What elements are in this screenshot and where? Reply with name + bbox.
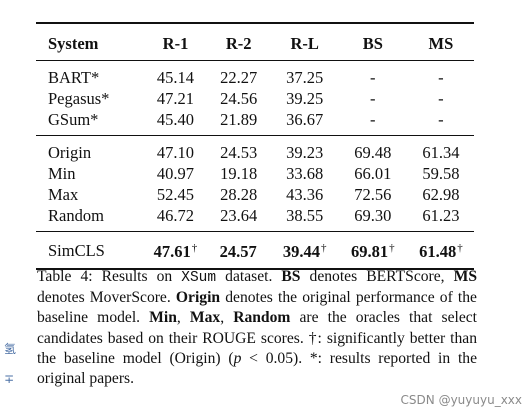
caption-term-origin: Origin — [175, 289, 221, 307]
cell-rl: 36.67 — [271, 109, 338, 136]
cell-value: 39.44 — [282, 242, 321, 261]
cell-system: BART* — [48, 68, 100, 87]
table-row: GSum* 45.40 21.89 36.67 - - — [36, 109, 474, 136]
caption-text: < 0.05). *: results reported in the orig… — [37, 349, 478, 388]
caption-term-ms: MS — [453, 268, 477, 285]
cell-rl: 38.55 — [271, 205, 338, 232]
cell-ms: 59.58 — [422, 164, 460, 183]
cell-rl: 39.25 — [286, 89, 324, 108]
cell-bs: 66.01 — [354, 164, 392, 183]
cell-rl: 33.68 — [286, 164, 324, 183]
header-ms: MS — [428, 33, 454, 53]
cell-value: 47.61 — [153, 242, 191, 261]
cell-r1: 52.45 — [156, 185, 195, 204]
caption-term-max: Max — [189, 309, 221, 327]
cell-r2: 24.56 — [220, 89, 258, 108]
cell-r1: 40.97 — [156, 164, 195, 183]
header-r2: R-2 — [225, 33, 252, 53]
header-row: System R-1 R-2 R-L BS MS — [36, 23, 474, 61]
caption-text: , — [176, 309, 190, 327]
cell-r1: 45.40 — [145, 109, 206, 136]
caption-text: dataset. — [216, 268, 282, 285]
cell-bs: 69.48 — [354, 143, 392, 162]
header-system: System — [48, 33, 99, 53]
cell-system: Origin — [48, 143, 92, 162]
table-row: Min 40.97 19.18 33.68 66.01 59.58 — [36, 163, 474, 184]
cell-rl: 39.23 — [286, 143, 324, 162]
cell-r1: 45.14 — [156, 68, 195, 87]
cell-system: Min — [48, 164, 76, 183]
cell-rl: 39.44† — [271, 231, 338, 270]
cell-r1: 47.21 — [156, 89, 195, 108]
cell-value: 24.57 — [219, 242, 257, 261]
header-r1: R-1 — [162, 33, 189, 53]
cell-value: 61.48 — [419, 242, 457, 261]
dagger-mark: † — [321, 242, 327, 254]
table-row: Origin 47.10 24.53 39.23 69.48 61.34 — [36, 136, 474, 164]
cell-ms: 62.98 — [422, 185, 460, 204]
cell-bs: 72.56 — [354, 185, 392, 204]
cell-ms: - — [438, 89, 444, 108]
dagger-mark: † — [389, 242, 395, 254]
cell-bs: 69.81† — [337, 231, 408, 270]
cell-bs: - — [370, 68, 376, 87]
cell-system: Random — [36, 205, 146, 232]
simcls-row: SimCLS 47.61† 24.57 39.44† 69.81† 61.48† — [36, 231, 474, 270]
caption-text: Table 4: Results on — [37, 268, 182, 285]
cell-r2: 22.27 — [220, 68, 258, 87]
cell-ms: - — [407, 109, 474, 136]
caption-term-random: Random — [233, 309, 291, 327]
table-row: BART* 45.14 22.27 37.25 - - — [36, 61, 474, 89]
cell-r2: 24.53 — [220, 143, 258, 162]
cell-rl: 43.36 — [286, 185, 324, 204]
caption-text: denotes BERTScore, — [300, 268, 454, 285]
cell-ms: 61.34 — [422, 143, 460, 162]
caption-dataset-name: XSum — [181, 270, 217, 286]
cell-value: 69.81 — [350, 242, 389, 261]
cell-r1: 47.61† — [145, 231, 206, 270]
cell-system: GSum* — [36, 109, 146, 136]
cell-ms: 61.23 — [407, 205, 474, 232]
header-bs: BS — [362, 33, 383, 53]
table-row: Random 46.72 23.64 38.55 69.30 61.23 — [36, 205, 474, 232]
dagger-mark: † — [191, 242, 198, 254]
cell-system: Pegasus* — [48, 89, 110, 108]
caption-term-min: Min — [149, 309, 177, 327]
cell-system: Max — [48, 185, 79, 204]
cell-r2: 19.18 — [220, 164, 258, 183]
header-rl: R-L — [290, 33, 319, 53]
cell-system: SimCLS — [36, 231, 146, 270]
dagger-mark: † — [457, 242, 463, 254]
side-glyph: 氢 — [4, 342, 17, 356]
table-row: Pegasus* 47.21 24.56 39.25 - - — [36, 88, 474, 109]
caption-term-bs: BS — [281, 268, 301, 285]
caption-text: denotes MoverScore. — [37, 289, 176, 307]
cell-r2: 24.57 — [205, 231, 272, 270]
cell-r1: 46.72 — [145, 205, 206, 232]
results-table: System R-1 R-2 R-L BS MS BART* 45.14 22.… — [36, 22, 474, 270]
table-caption: Table 4: Results on XSum dataset. BS den… — [37, 267, 477, 389]
watermark: CSDN @yuyuyu_xxx — [400, 393, 522, 407]
caption-text: are the oracles that select candidates b… — [37, 309, 477, 367]
cell-bs: - — [337, 109, 408, 136]
cell-r2: 28.28 — [220, 185, 258, 204]
cell-bs: - — [370, 89, 376, 108]
cell-bs: 69.30 — [337, 205, 408, 232]
cell-r2: 21.89 — [205, 109, 272, 136]
cell-r1: 47.10 — [156, 143, 195, 162]
caption-text: denotes the original performance of the … — [37, 289, 477, 327]
cell-r2: 23.64 — [205, 205, 272, 232]
cell-rl: 37.25 — [286, 68, 324, 87]
side-glyph: ∓ — [4, 372, 15, 386]
cell-ms: 61.48† — [407, 231, 474, 270]
caption-text: , — [220, 309, 234, 327]
table-row: Max 52.45 28.28 43.36 72.56 62.98 — [36, 184, 474, 205]
caption-p-symbol: p — [233, 349, 242, 367]
cell-ms: - — [438, 68, 444, 87]
